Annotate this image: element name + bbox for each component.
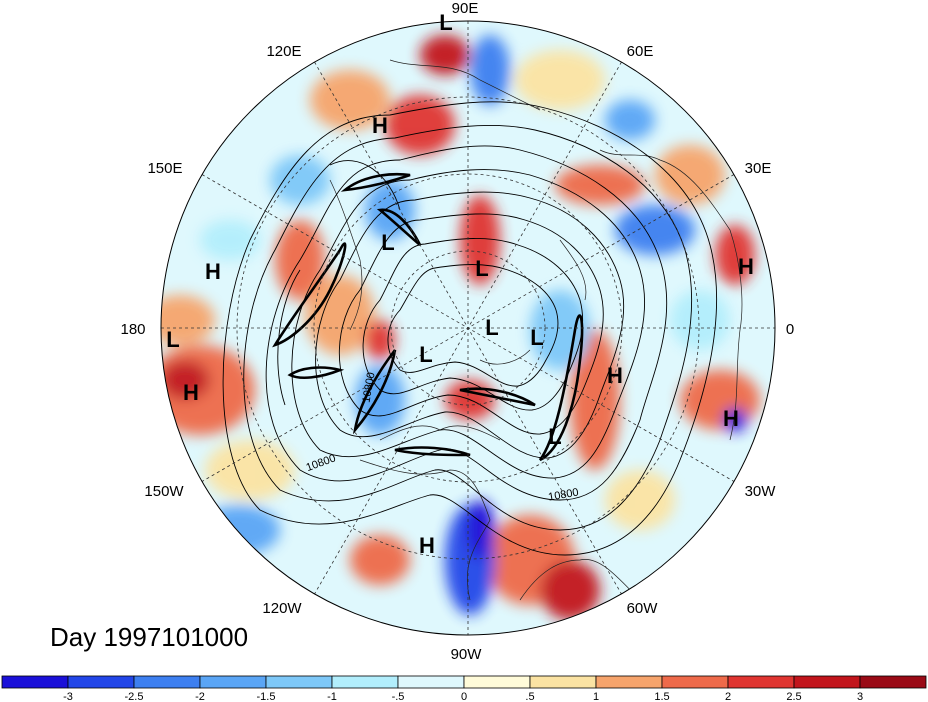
colorbar-swatch	[1, 675, 69, 689]
pressure-centers: L H L L L L L H L H H H H L H	[166, 10, 754, 558]
colorbar-tick-label: .5	[525, 691, 534, 702]
jet-streaks	[272, 173, 584, 462]
colorbar-tick-label: -2.5	[125, 691, 144, 702]
colorbar-tick-label: -1	[327, 691, 337, 702]
graticule	[161, 21, 775, 635]
low-center-label: L	[530, 325, 543, 350]
high-center-label: H	[419, 533, 435, 558]
lon-label-90w: 90W	[451, 646, 483, 663]
colorbar-tick-label: 0	[461, 691, 467, 702]
lon-label-90e: 90E	[452, 0, 479, 17]
colorbar-tick-label: -2	[195, 691, 205, 702]
colorbar-swatch	[595, 675, 663, 689]
colorbar-swatch	[133, 675, 201, 689]
height-contours	[222, 101, 718, 556]
lon-label-120w: 120W	[262, 600, 302, 617]
low-center-label: L	[439, 10, 452, 35]
low-center-label: L	[485, 315, 498, 340]
colorbar-swatch	[331, 675, 399, 689]
colorbar-tick-label: -3	[63, 691, 73, 702]
colorbar-swatch	[463, 675, 531, 689]
high-center-label: H	[723, 406, 739, 431]
contour-label: 10800	[360, 371, 377, 403]
high-center-label: H	[607, 363, 623, 388]
colorbar-tick-label: 2.5	[786, 691, 801, 702]
lon-label-150e: 150E	[147, 160, 182, 177]
high-center-label: H	[183, 380, 199, 405]
colorbar-tick-label: -.5	[392, 691, 405, 702]
colorbar-swatch	[67, 675, 135, 689]
longitude-labels: 90E 120E 60E 150E 30E 180 0 150W 30W 120…	[120, 0, 794, 663]
lon-label-60w: 60W	[627, 600, 659, 617]
colorbar-swatch	[529, 675, 597, 689]
colorbar	[1, 675, 927, 689]
lon-label-0: 0	[786, 321, 794, 338]
colorbar-swatch	[859, 675, 927, 689]
colorbar-tick-label: 1	[593, 691, 599, 702]
colorbar-tick-label: 3	[857, 691, 863, 702]
contour-label: 10800	[547, 486, 579, 503]
colorbar-swatch	[199, 675, 267, 689]
high-center-label: H	[738, 254, 754, 279]
lon-label-30w: 30W	[745, 483, 777, 500]
lon-label-120e: 120E	[266, 43, 301, 60]
low-center-label: L	[419, 342, 432, 367]
colorbar-swatch	[727, 675, 795, 689]
map-title: Day 1997101000	[50, 622, 248, 652]
colorbar-tick-label: -1.5	[257, 691, 276, 702]
colorbar-swatch	[793, 675, 861, 689]
colorbar-tick-label: 1.5	[654, 691, 669, 702]
colorbar-swatch	[265, 675, 333, 689]
high-center-label: H	[205, 259, 221, 284]
colorbar-swatch	[661, 675, 729, 689]
high-center-label: H	[372, 113, 388, 138]
colorbar-tick-label: 2	[725, 691, 731, 702]
colorbar-tick-labels: -3 -2.5 -2 -1.5 -1 -.5 0 .5 1 1.5 2 2.5 3	[63, 691, 863, 702]
lon-label-180: 180	[120, 321, 145, 338]
lon-label-60e: 60E	[627, 43, 654, 60]
coastlines	[329, 59, 743, 601]
lon-label-150w: 150W	[144, 483, 184, 500]
map-boundary	[160, 20, 776, 636]
low-center-label: L	[381, 230, 394, 255]
low-center-label: L	[475, 256, 488, 281]
lon-label-30e: 30E	[745, 160, 772, 177]
low-center-label: L	[548, 424, 561, 449]
colorbar-swatch	[397, 675, 465, 689]
low-center-label: L	[166, 327, 179, 352]
